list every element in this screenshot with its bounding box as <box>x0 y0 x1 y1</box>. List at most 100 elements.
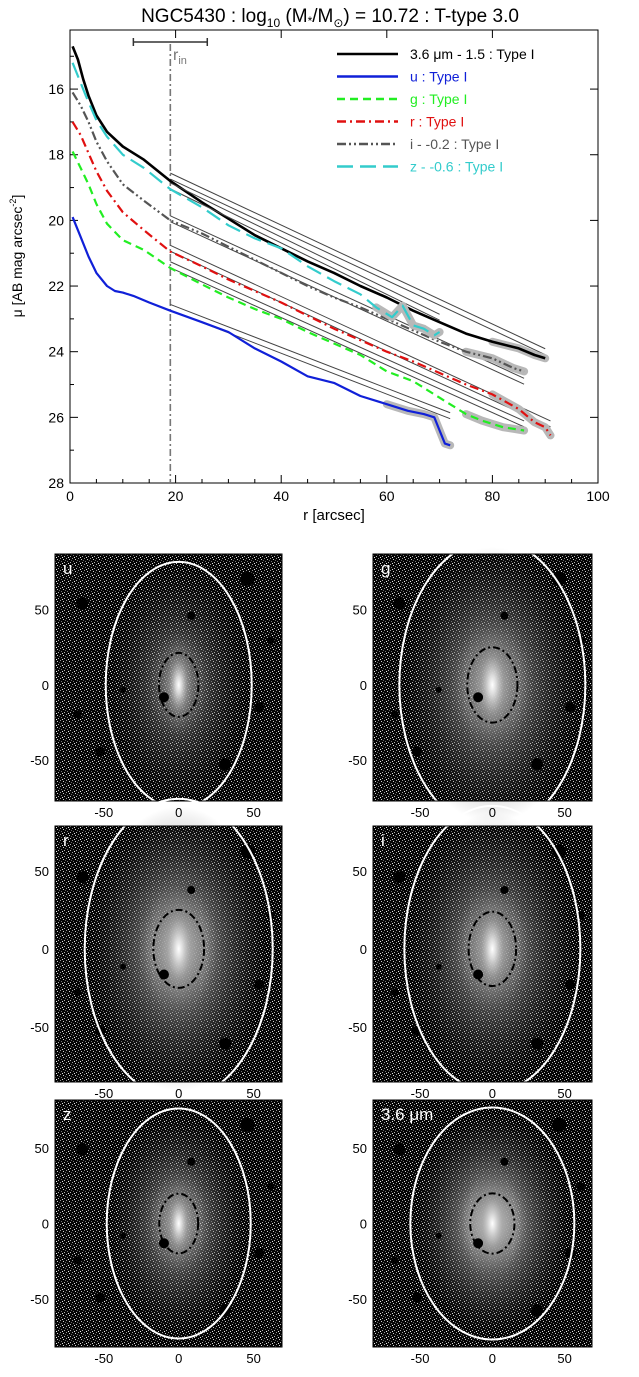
galaxy-core <box>466 619 519 751</box>
panel-band-label: 3.6 μm <box>381 1105 433 1124</box>
panel-x-tick-label: 0 <box>489 1351 496 1366</box>
panel-y-tick-label: 0 <box>42 1217 49 1232</box>
star-mask <box>393 597 406 610</box>
galaxy-core <box>152 881 206 1017</box>
panel-frame <box>372 1099 593 1348</box>
y-tick-label: 16 <box>48 81 64 97</box>
panel-x-tick-label: 50 <box>557 1086 571 1101</box>
star-mask <box>187 611 196 620</box>
panel-frame <box>372 825 593 1083</box>
plot-frame <box>69 29 599 484</box>
panel-x-tick-label: 50 <box>557 1351 571 1366</box>
r-in-marker <box>132 38 209 483</box>
star-mask <box>500 1157 509 1166</box>
star-mask <box>76 1143 89 1156</box>
panel-y-tick-label: 50 <box>35 1141 49 1156</box>
panel-band-label: r <box>63 831 69 850</box>
panel-y-tick-label: 0 <box>42 942 49 957</box>
panel-y-tick-label: 50 <box>353 864 367 879</box>
legend-label-i: i - -0.2 : Type I <box>410 136 499 152</box>
inner-ellipse <box>158 1192 200 1255</box>
star-mask <box>552 1117 567 1132</box>
panel-band-label: z <box>63 1105 72 1124</box>
y-tick-label: 28 <box>48 475 64 491</box>
legend-label-z: z - -0.6 : Type I <box>410 159 503 175</box>
panel-frame <box>54 825 283 1083</box>
legend-label-ir: 3.6 μm - 1.5 : Type I <box>410 46 535 62</box>
star-mask <box>531 1037 544 1050</box>
inner-ellipse <box>158 651 200 718</box>
outer-ellipse <box>403 804 582 1093</box>
star-mask <box>73 1256 82 1265</box>
panel-y-tick-label: 0 <box>360 678 367 693</box>
panel-y-tick-label: 50 <box>35 864 49 879</box>
star-mask <box>390 988 399 997</box>
profile-i <box>71 91 525 373</box>
y-axis-label: μ [AB mag arcsec-2] <box>8 195 25 318</box>
star-mask <box>531 757 544 770</box>
panel-y-tick-label: 50 <box>35 603 49 618</box>
image-panel: g -50 0 50 50 0 -50 <box>348 538 593 831</box>
star-mask <box>254 979 265 990</box>
x-tick-label: 100 <box>586 488 610 504</box>
fit-line-z <box>170 182 440 315</box>
panel-x-tick-label: 50 <box>557 805 571 820</box>
galaxy-core <box>467 884 517 1014</box>
star-mask <box>500 886 509 894</box>
star-mask <box>266 1182 275 1191</box>
galaxy-core <box>158 629 200 741</box>
profile-g <box>71 151 525 432</box>
legend-label-u: u : Type I <box>410 69 467 85</box>
star-mask <box>393 871 406 884</box>
x-tick-label: 40 <box>273 488 289 504</box>
image-panel: i -50 0 50 50 0 -50 <box>348 804 593 1101</box>
panel-frame <box>372 553 593 802</box>
image-panel: z -50 0 50 50 0 -50 <box>30 1099 283 1366</box>
fit-line-z <box>170 188 440 321</box>
galaxy-core <box>158 1171 199 1276</box>
panel-y-tick-label: 50 <box>353 1141 367 1156</box>
image-panels: u-50050500-50g-50050500-50r-50050500-50i… <box>30 538 593 1366</box>
panel-x-tick-label: -50 <box>94 1351 113 1366</box>
panel-y-tick-label: 0 <box>42 678 49 693</box>
legend: 3.6 μm - 1.5 : Type I u : Type I g : Type … <box>337 46 535 175</box>
profile-ir <box>71 45 546 360</box>
panel-x-tick-label: -50 <box>411 1351 430 1366</box>
star-mask <box>73 988 82 997</box>
inner-ellipse <box>469 1192 516 1255</box>
panel-x-tick-label: 50 <box>246 1351 260 1366</box>
y-tick-label: 20 <box>48 212 64 228</box>
y-tick-label: 18 <box>48 147 64 163</box>
image-panel: r -50 0 50 50 0 -50 <box>30 797 283 1101</box>
star-mask <box>187 1157 196 1166</box>
star-mask <box>577 1182 586 1191</box>
chart-title: NGC5430 : log10 (M*/M⊙) = 10.72 : T-type… <box>141 6 519 30</box>
star-mask <box>266 636 275 645</box>
star-mask <box>76 597 89 610</box>
panel-y-tick-label: -50 <box>348 1020 367 1035</box>
star-mask <box>120 686 127 693</box>
image-panel: 3.6 μm -50 0 50 50 0 -50 <box>348 1099 593 1366</box>
panel-x-tick-label: -50 <box>94 1086 113 1101</box>
outer-ellipse <box>83 797 274 1100</box>
panel-x-tick-label: -50 <box>411 805 430 820</box>
star-mask <box>240 1117 255 1132</box>
x-tick-label: 80 <box>485 488 501 504</box>
panel-band-label: u <box>63 559 72 578</box>
fit-line-g <box>170 267 525 428</box>
panel-x-tick-label: 0 <box>489 1086 496 1101</box>
panel-x-tick-label: -50 <box>94 805 113 820</box>
outer-ellipse <box>105 1107 252 1340</box>
star-mask <box>435 1232 442 1239</box>
star-mask <box>390 710 399 719</box>
panel-y-tick-label: -50 <box>30 1292 49 1307</box>
star-mask <box>240 571 255 586</box>
star-mask <box>393 1143 406 1156</box>
panel-x-tick-label: 50 <box>246 1086 260 1101</box>
panel-band-label: g <box>381 559 390 578</box>
star-mask <box>76 871 89 884</box>
profiles <box>71 45 555 450</box>
panel-x-tick-label: 50 <box>246 805 260 820</box>
